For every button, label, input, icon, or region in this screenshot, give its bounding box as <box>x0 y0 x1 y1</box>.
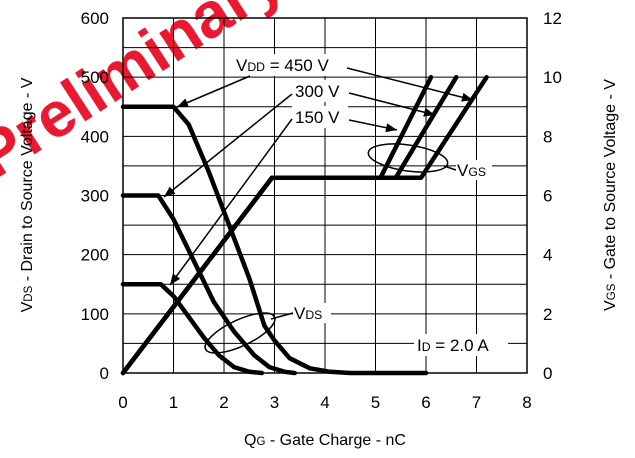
arrow-vdd-150 <box>169 118 293 286</box>
y-left-tick-label: 200 <box>81 246 109 265</box>
arrow-vdd-450 <box>176 75 251 108</box>
arrow-vdd-150-head <box>170 273 181 285</box>
y-right-tick-label: 2 <box>543 305 552 324</box>
vgs-ellipse <box>367 143 449 173</box>
annotations: VDD = 450 V 300 V 150 V VGS VDS ID = 2.0 A <box>163 54 508 356</box>
y-right-tick-label: 8 <box>543 127 552 146</box>
series-layer <box>120 74 489 376</box>
arrow-vdd-300 <box>163 93 293 198</box>
arrow-vdd-450-head <box>177 98 189 107</box>
y-right-tick-label: 0 <box>543 364 552 383</box>
arrow-vgs-300 <box>348 92 436 116</box>
vds-ellipse <box>204 312 276 354</box>
vgs-label: VGS <box>457 161 486 180</box>
y-left-tick-label: 300 <box>81 187 109 206</box>
x-tick-label: 7 <box>472 393 481 412</box>
vdd-150-bg <box>292 106 348 128</box>
axis-labels: QG - Gate Charge - nC VDS - Drain to Sour… <box>19 77 619 449</box>
arrow-vgs-300-head <box>423 107 435 117</box>
arrow-vgs-450 <box>346 67 474 101</box>
x-axis-label: QG - Gate Charge - nC <box>244 432 406 449</box>
arrow-vgs-450-head <box>461 92 473 102</box>
id-label: ID = 2.0 A <box>417 336 489 355</box>
y-left-tick-label: 600 <box>81 9 109 28</box>
y-right-tick-label: 12 <box>543 9 562 28</box>
vds-label: VDS <box>294 304 322 323</box>
x-tick-label: 8 <box>522 393 531 412</box>
arrow-vdd-300-head <box>164 186 176 197</box>
x-tick-label: 4 <box>320 393 329 412</box>
x-tick-label: 5 <box>371 393 380 412</box>
vdd-300-bg <box>292 80 348 102</box>
y-left-tick-label: 0 <box>100 364 109 383</box>
y-left-tick-label: 400 <box>81 127 109 146</box>
y-left-axis-label: VDS - Drain to Source Voltage - V <box>19 77 36 312</box>
y-right-tick-label: 10 <box>543 68 562 87</box>
y-right-tick-label: 6 <box>543 187 552 206</box>
vgs-leader <box>443 165 457 171</box>
vds-curve-300 <box>120 193 297 376</box>
x-tick-label: 3 <box>270 393 279 412</box>
y-left-tick-label: 500 <box>81 68 109 87</box>
vgs-label-bg <box>456 160 492 180</box>
vds-leader <box>270 312 294 320</box>
vds-curve-150 <box>120 282 265 376</box>
x-tick-label: 0 <box>118 393 127 412</box>
x-tick-label: 2 <box>219 393 228 412</box>
vgs-curve-450 <box>120 74 489 376</box>
vdd-300-label: 300 V <box>295 82 340 101</box>
y-right-tick-label: 4 <box>543 246 552 265</box>
y-left-tick-label: 100 <box>81 305 109 324</box>
vds-label-bg <box>293 303 331 323</box>
vds-curve-450 <box>120 104 429 376</box>
x-tick-label: 6 <box>421 393 430 412</box>
vdd-label-bg <box>233 54 345 76</box>
x-tick-label: 1 <box>169 393 178 412</box>
vdd-450-label: VDD = 450 V <box>236 56 329 75</box>
arrow-vgs-150-head <box>385 123 397 133</box>
id-label-bg <box>414 334 508 356</box>
vdd-150-label: 150 V <box>295 108 340 127</box>
y-right-axis-label: VGS - Gate to Source Voltage - V <box>602 79 619 311</box>
